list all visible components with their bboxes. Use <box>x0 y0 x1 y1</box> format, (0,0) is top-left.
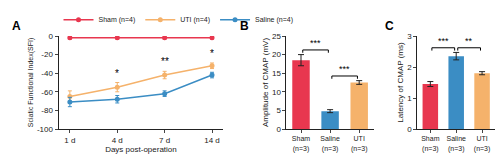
svg-text:*: * <box>115 68 119 79</box>
svg-text:Sham (n=4): Sham (n=4) <box>99 16 136 24</box>
svg-text:1 d: 1 d <box>64 136 75 145</box>
svg-text:Saline (n=4): Saline (n=4) <box>255 16 293 24</box>
svg-text:Days post-operation: Days post-operation <box>105 145 177 154</box>
svg-text:A: A <box>12 19 21 33</box>
svg-text:Latency of CMAP (ms): Latency of CMAP (ms) <box>396 42 405 123</box>
svg-text:Saline(n=3): Saline(n=3) <box>320 135 340 152</box>
svg-text:Amplitude of CMAP (mV): Amplitude of CMAP (mV) <box>261 38 270 128</box>
svg-text:***: *** <box>339 64 350 74</box>
svg-text:14 d: 14 d <box>204 136 220 145</box>
svg-text:3: 3 <box>407 32 412 41</box>
svg-text:Sham(n=3): Sham(n=3) <box>421 135 439 152</box>
svg-text:1: 1 <box>407 94 412 103</box>
svg-text:**: ** <box>161 56 169 67</box>
svg-text:7 d: 7 d <box>159 136 170 145</box>
svg-text:25: 25 <box>272 32 281 41</box>
svg-text:-40: -40 <box>41 69 53 78</box>
svg-text:UTI(n=3): UTI(n=3) <box>351 135 368 152</box>
svg-text:UTI (n=4): UTI (n=4) <box>180 16 210 24</box>
svg-text:-60: -60 <box>41 88 53 97</box>
svg-text:Sham(n=3): Sham(n=3) <box>292 135 310 152</box>
svg-text:Saline(n=3): Saline(n=3) <box>446 135 466 152</box>
svg-text:0: 0 <box>276 125 281 134</box>
svg-text:*: * <box>210 48 214 59</box>
svg-text:-100: -100 <box>37 125 54 134</box>
svg-text:-20: -20 <box>41 50 53 59</box>
svg-text:2: 2 <box>407 63 412 72</box>
svg-text:5: 5 <box>276 106 281 115</box>
svg-text:Sciatic Functional Index(SFI): Sciatic Functional Index(SFI) <box>27 38 35 127</box>
svg-text:**: ** <box>465 36 473 46</box>
svg-text:4 d: 4 d <box>112 136 123 145</box>
svg-text:10: 10 <box>272 88 281 97</box>
svg-text:***: *** <box>310 38 321 48</box>
svg-text:15: 15 <box>272 69 281 78</box>
svg-text:UTI(n=3): UTI(n=3) <box>474 135 491 152</box>
svg-text:C: C <box>385 19 394 33</box>
svg-text:0: 0 <box>48 32 53 41</box>
svg-text:-80: -80 <box>41 106 53 115</box>
svg-text:0: 0 <box>407 125 412 134</box>
svg-text:***: *** <box>438 36 449 46</box>
svg-text:20: 20 <box>272 50 281 59</box>
svg-text:B: B <box>240 19 249 33</box>
